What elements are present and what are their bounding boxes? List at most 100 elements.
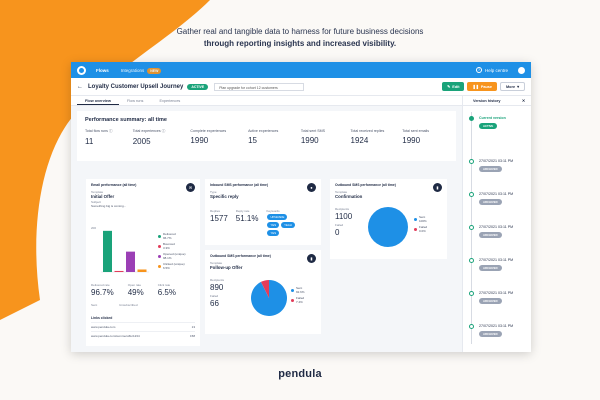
pause-button[interactable]: ❚❚ Pause: [467, 82, 498, 91]
bar-opened[interactable]: [126, 251, 135, 272]
nav-integrations[interactable]: Integrations NEW: [121, 67, 162, 74]
legend-sent: Sent 100%: [414, 215, 427, 223]
card-title: Outbound SMS performance (all time): [335, 183, 396, 187]
help-icon: ?: [475, 67, 482, 73]
stat-total-received-replies: Total received replies 1924: [351, 129, 403, 146]
tab-flow-overview[interactable]: Flow overview: [77, 96, 119, 105]
version-label: 27/07/2021 03:11 PM: [479, 159, 514, 163]
timeline-dot: [469, 192, 474, 197]
version-item[interactable]: 27/07/2021 03:11 PM ARCHIVED: [469, 258, 529, 271]
stat-total-sent-emails: Total sent emails 1990: [402, 129, 448, 146]
keyword-pill: YES: [267, 230, 280, 236]
timeline-dot: [469, 258, 474, 263]
legend-label: Opened (unique): [163, 252, 186, 256]
email-legend: Delivered 96.7% Bounced 3.3% Opened (uniqu…: [158, 232, 198, 272]
link-row[interactable]: www.pendula.com/summeroffer1234 158: [91, 331, 195, 340]
bar-delivered[interactable]: [103, 230, 112, 272]
replies-stat: Replies 1577: [210, 209, 228, 237]
back-arrow-icon[interactable]: ←: [77, 83, 83, 90]
subject-label: Subject: [91, 200, 102, 204]
edit-button[interactable]: ✎ Edit: [442, 82, 465, 91]
version-label: 27/07/2021 03:11 PM: [479, 225, 514, 229]
pendula-logo-icon[interactable]: [77, 65, 86, 75]
type-value: Specific reply: [210, 194, 239, 199]
rate-label: Delivered rate: [91, 283, 110, 287]
info-icon[interactable]: ⓘ: [108, 129, 113, 133]
legend-label: Sent: [296, 286, 303, 290]
version-item[interactable]: Current version ACTIVE: [469, 116, 529, 129]
close-icon[interactable]: ✕: [521, 99, 525, 103]
version-item[interactable]: 27/07/2021 03:11 PM ARCHIVED: [469, 159, 529, 172]
phone-icon: ▮: [433, 183, 442, 192]
open-rate: Open rate 49%: [128, 283, 144, 297]
timeline-dot: [469, 159, 474, 164]
edit-label: Edit: [452, 84, 460, 89]
tab-experiences[interactable]: Experiences: [159, 99, 181, 103]
tab-bar: Flow overview Flow runs Experiences: [71, 96, 462, 106]
failed-value: 66: [210, 299, 219, 308]
template-label: Template: [335, 190, 348, 194]
card-title: Inbound SMS performance (all time): [210, 183, 269, 187]
rate-label: Click rate: [157, 283, 171, 287]
bar-clicked[interactable]: [137, 269, 147, 272]
info-icon[interactable]: ⓘ: [161, 129, 166, 133]
link-url: www.pendula.com/summeroffer1234: [91, 334, 140, 338]
failed-stat: Failed 66: [210, 294, 316, 308]
pie-slice[interactable]: [368, 207, 408, 247]
version-badge: ARCHIVED: [479, 199, 502, 205]
version-badge: ARCHIVED: [479, 166, 502, 172]
legend-value: 98.1%: [163, 256, 172, 260]
new-badge: NEW: [147, 67, 162, 74]
headline-line-1: Gather real and tangible data to harness…: [176, 27, 424, 36]
pencil-icon: ✎: [447, 85, 451, 89]
stat-value: 1990: [402, 136, 421, 145]
reply-rate-stat: Reply rate 51.1%: [236, 209, 259, 237]
help-centre-label: Help centre: [484, 67, 508, 73]
link-count: 13: [191, 325, 195, 329]
reply-rate-label: Reply rate: [235, 209, 250, 213]
version-history-title: Version history: [473, 98, 501, 103]
email-rates: Delivered rate 96.7% Open rate 49% Click r…: [91, 283, 176, 297]
stat-complete-experiences: Complete experiences 1990: [190, 129, 248, 146]
type-label: Type: [210, 190, 217, 194]
version-badge: ARCHIVED: [479, 232, 502, 238]
user-icon[interactable]: [518, 66, 525, 74]
link-row[interactable]: www.pendula.com 13: [91, 322, 195, 331]
legend-value: 0.0%: [419, 229, 426, 233]
help-centre-link[interactable]: ? Help centre: [475, 67, 508, 73]
stat-value: 1990: [300, 136, 319, 145]
pause-icon: ❚❚: [472, 85, 479, 89]
template-label: Template: [210, 261, 223, 265]
more-button[interactable]: More ▾: [500, 82, 525, 91]
email-performance-card: Email performance (all time) ✉ Template …: [86, 179, 200, 346]
stat-total-flow-runs: Total flow runs ⓘ 11: [85, 129, 133, 146]
page-title: Loyalty Customer Upsell Journey: [88, 83, 184, 90]
phone-icon: ▮: [307, 254, 316, 263]
card-title: Email performance (all time): [91, 183, 137, 187]
failed-value: 0: [335, 228, 340, 237]
summary-stats: Total flow runs ⓘ 11 Total experiences ⓘ 2…: [85, 129, 448, 146]
pie-slice[interactable]: [260, 280, 269, 298]
version-item[interactable]: 27/07/2021 03:11 PM ARCHIVED: [469, 225, 529, 238]
version-label: 27/07/2021 03:11 PM: [479, 192, 514, 196]
stat-label: Complete experiences: [190, 129, 227, 133]
version-item[interactable]: 27/07/2021 03:11 PM ARCHIVED: [469, 192, 529, 205]
stat-label: Total sent emails: [402, 129, 430, 133]
version-item[interactable]: 27/07/2021 03:11 PM ARCHIVED: [469, 324, 529, 337]
nav-flows[interactable]: Flows: [96, 67, 109, 73]
legend-value: 96.7%: [163, 236, 172, 240]
failed-stat: Failed 0: [335, 223, 442, 237]
legend-value: 6.5%: [163, 266, 170, 270]
recipients-label: Recipients: [335, 207, 350, 211]
tab-flow-runs[interactable]: Flow runs: [126, 99, 144, 103]
links-clicked: Links clicked www.pendula.com 13 www.pend…: [91, 316, 195, 340]
click-rate: Click rate 6.5%: [158, 283, 176, 297]
bar-bounced[interactable]: [114, 270, 124, 272]
version-item[interactable]: 27/07/2021 03:11 PM ARCHIVED: [469, 291, 529, 304]
timeline-dot: [469, 324, 474, 329]
stat-label: Total sent SMS: [300, 129, 325, 133]
flow-description-field[interactable]: Plan upgrade for cohort 12 customers: [214, 82, 305, 91]
legend-value: 3.3%: [163, 246, 170, 250]
status-badge: ACTIVE: [187, 83, 209, 90]
